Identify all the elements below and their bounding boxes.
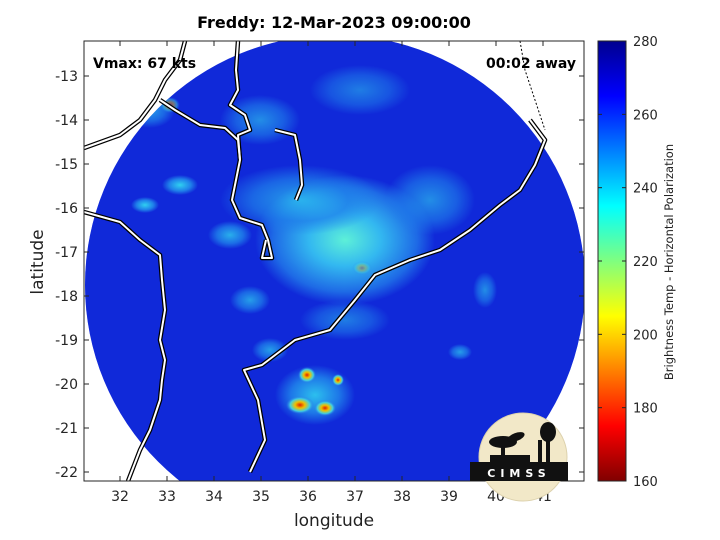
colorbar-tick-label: 260 bbox=[633, 108, 658, 123]
colorbar-tick-label: 180 bbox=[633, 402, 658, 417]
y-axis-label: latitude bbox=[28, 229, 48, 295]
x-tick-label: 35 bbox=[252, 489, 270, 505]
x-tick-label: 32 bbox=[111, 489, 129, 505]
cimss-logo-text: CIMSS bbox=[487, 467, 550, 480]
plot-frame bbox=[83, 40, 585, 482]
colorbar-label: Brightness Temp - Horizontal Polarizatio… bbox=[662, 143, 676, 381]
brightness-temperature-image bbox=[85, 41, 584, 481]
x-tick-label: 39 bbox=[440, 489, 458, 505]
y-axis: -13 -14 -15 -16 -17 -18 -19 -20 -21 -22 bbox=[55, 69, 584, 481]
y-tick-label: -22 bbox=[55, 465, 78, 481]
time-away-label: 00:02 away bbox=[486, 56, 576, 72]
y-tick-label: -20 bbox=[55, 377, 78, 393]
vmax-label: Vmax: 67 kts bbox=[93, 56, 196, 72]
colorbar-tick-label: 280 bbox=[633, 35, 658, 50]
y-tick-label: -13 bbox=[55, 69, 78, 85]
y-tick-label: -21 bbox=[55, 421, 78, 437]
map-title: Freddy: 12-Mar-2023 09:00:00 bbox=[197, 13, 471, 32]
y-tick-label: -19 bbox=[55, 333, 78, 349]
colorbar-tick-label: 240 bbox=[633, 182, 658, 197]
x-tick-label: 33 bbox=[158, 489, 176, 505]
y-tick-label: -15 bbox=[55, 157, 78, 173]
colorbar-tick-label: 220 bbox=[633, 255, 658, 270]
y-tick-label: -18 bbox=[55, 289, 78, 305]
colorbar-ticks: 280 260 240 220 200 180 160 bbox=[598, 35, 658, 490]
colorbar bbox=[597, 40, 627, 482]
x-axis-label: longitude bbox=[293, 511, 375, 531]
y-tick-label: -16 bbox=[55, 201, 78, 217]
x-tick-label: 34 bbox=[205, 489, 223, 505]
colorbar-tick-label: 200 bbox=[633, 328, 658, 343]
y-tick-label: -14 bbox=[55, 113, 78, 129]
x-tick-label: 36 bbox=[299, 489, 317, 505]
x-tick-label: 37 bbox=[346, 489, 364, 505]
coastlines bbox=[84, 41, 548, 481]
y-tick-label: -17 bbox=[55, 245, 78, 261]
x-tick-label: 38 bbox=[393, 489, 411, 505]
colorbar-tick-label: 160 bbox=[633, 475, 658, 490]
cimss-logo: CIMSS bbox=[470, 412, 568, 502]
